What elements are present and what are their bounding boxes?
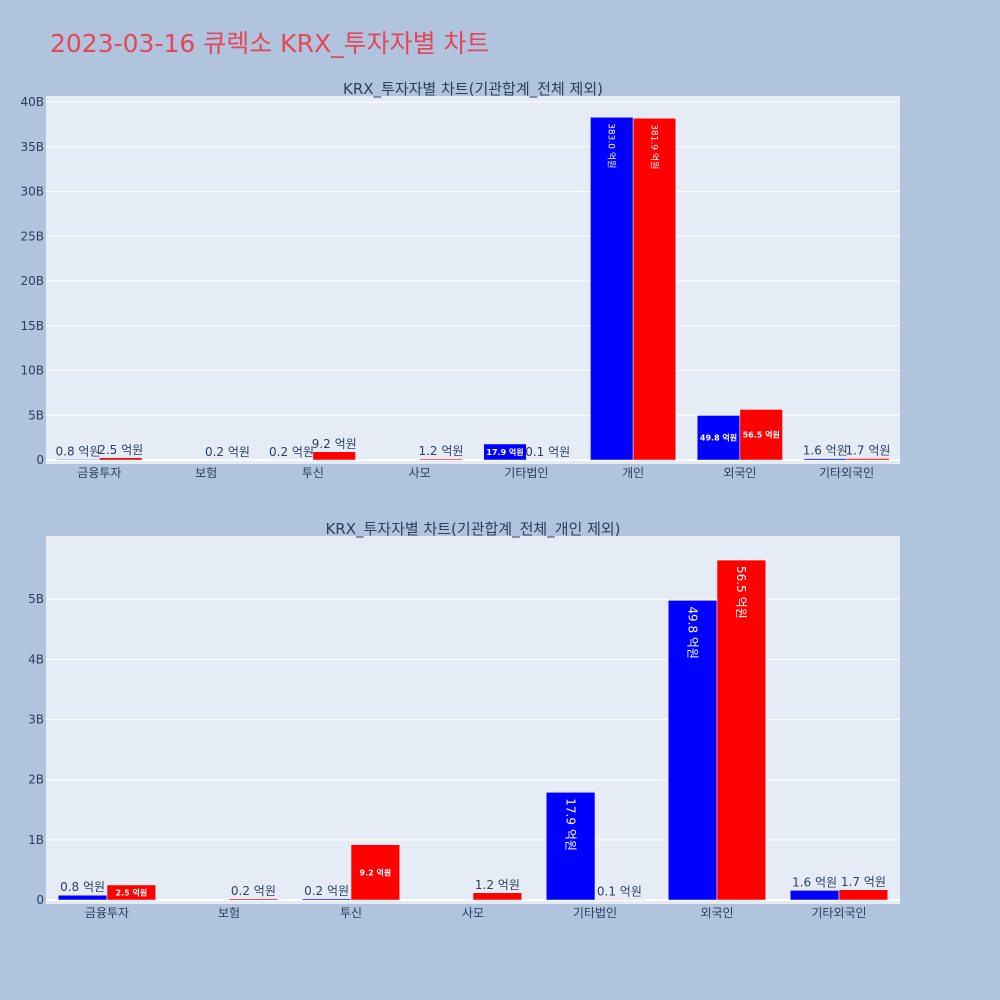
x-tick-label: 사모 [462, 906, 484, 920]
bar-buy [56, 459, 100, 461]
y-tick-label: 3B [28, 712, 44, 726]
chart-title: KRX_투자자별 차트(기관합계_전체 제외) [343, 80, 603, 99]
bar-sell [472, 892, 523, 901]
bar-sell [350, 844, 401, 901]
x-tick-label: 사모 [409, 466, 431, 480]
bar-sell [228, 898, 279, 901]
x-tick-label: 기타법인 [504, 466, 548, 480]
x-tick-label: 보험 [218, 906, 240, 920]
data-label: 1.6 억원 [792, 875, 837, 889]
data-label: 0.1 억원 [525, 445, 570, 459]
x-tick-label: 보험 [195, 466, 217, 480]
bar-sell [594, 899, 645, 901]
data-label: 49.8 억원 [685, 606, 699, 659]
data-label: 0.8 억원 [56, 444, 101, 458]
x-tick-label: 기타외국인 [811, 906, 866, 920]
bar-buy [57, 894, 108, 901]
data-label: 1.2 억원 [475, 878, 520, 892]
x-tick-label: 기타법인 [573, 906, 617, 920]
data-label: 1.2 억원 [418, 444, 463, 458]
y-tick-label: 4B [28, 652, 44, 666]
data-label: 1.6 억원 [803, 444, 848, 458]
data-label: 17.9 억원 [486, 447, 523, 457]
y-tick-label: 5B [28, 592, 44, 606]
data-label: 381.9 억원 [648, 124, 660, 169]
y-tick-label: 25B [20, 229, 44, 243]
bar-sell [739, 409, 783, 461]
data-label: 0.1 억원 [597, 884, 642, 898]
data-label: 56.5 억원 [743, 430, 780, 440]
data-label: 17.9 억원 [563, 798, 577, 851]
y-tick-label: 0 [36, 453, 44, 467]
data-label: 9.2 억원 [360, 867, 392, 877]
plot-area [46, 536, 900, 904]
bar-buy [590, 116, 634, 461]
y-tick-label: 20B [20, 274, 44, 288]
data-label: 0.2 억원 [205, 445, 250, 459]
bar-sell [106, 884, 157, 901]
y-tick-label: 15B [20, 319, 44, 333]
y-tick-label: 35B [20, 140, 44, 154]
data-label: 2.5 억원 [98, 443, 143, 457]
bar-sell [838, 889, 889, 901]
x-tick-label: 외국인 [723, 466, 756, 480]
data-label: 0.2 억원 [304, 884, 349, 898]
data-label: 383.0 억원 [606, 123, 618, 168]
y-tick-label: 1B [28, 833, 44, 847]
y-tick-label: 2B [28, 773, 44, 787]
data-label: 0.2 억원 [269, 445, 314, 459]
data-label: 1.7 억원 [841, 875, 886, 889]
bar-buy [545, 792, 596, 901]
bar-sell [632, 117, 677, 461]
data-label: 0.8 억원 [60, 880, 105, 894]
x-tick-label: 금융투자 [85, 906, 129, 920]
x-tick-label: 투신 [302, 466, 324, 480]
bar-buy [301, 898, 352, 901]
chart-bottom: 0 1B 2B 3B 4B 5B KRX_투자자별 차트(기관합계_전체_개인 제외) 금융투… [28, 520, 900, 920]
y-tick-label: 10B [20, 364, 44, 378]
chart-top: 0 5B 10B 15B 20B 25B 30B 35B 40B KRX_투자자별 차트(기관합계… [20, 80, 900, 480]
bar-sell [716, 559, 767, 901]
bar-sell [312, 451, 356, 461]
bar-buy [696, 415, 741, 461]
plot-area [46, 96, 900, 464]
x-tick-label: 투신 [340, 906, 362, 920]
x-tick-label: 외국인 [700, 906, 733, 920]
bar-sell [846, 458, 890, 461]
data-label: 0.2 억원 [231, 884, 276, 898]
data-label: 56.5 억원 [734, 566, 748, 619]
data-label: 1.7 억원 [845, 443, 890, 457]
y-tick-label: 0 [36, 893, 44, 907]
data-label: 9.2 억원 [312, 437, 357, 451]
bar-sell [99, 457, 143, 461]
bar-buy [483, 443, 527, 461]
y-tick-label: 40B [20, 95, 44, 109]
x-tick-label: 금융투자 [77, 466, 121, 480]
x-tick-label: 개인 [622, 466, 644, 480]
bar-sell [419, 458, 463, 461]
bar-buy [789, 890, 840, 901]
data-label: 49.8 억원 [700, 433, 737, 443]
page-title: 2023-03-16 큐렉소 KRX_투자자별 차트 [50, 29, 490, 58]
data-label: 2.5 억원 [116, 887, 148, 897]
x-tick-label: 기타외국인 [819, 466, 874, 480]
bar-buy [803, 458, 847, 461]
chart-title: KRX_투자자별 차트(기관합계_전체_개인 제외) [325, 520, 620, 539]
y-tick-label: 30B [20, 185, 44, 199]
y-tick-label: 5B [28, 408, 44, 422]
